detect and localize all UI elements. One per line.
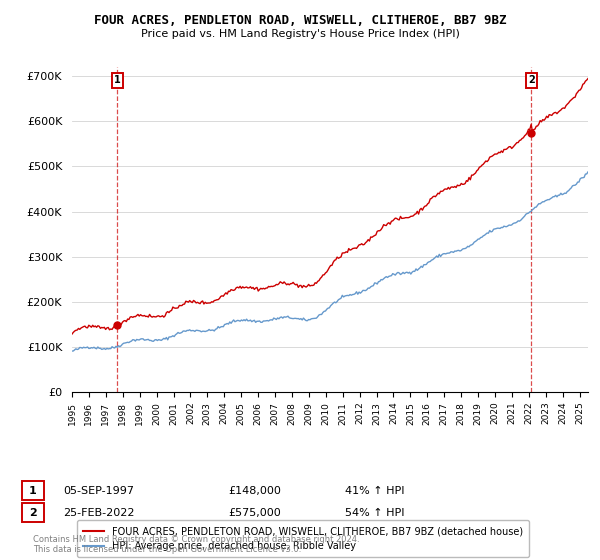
Text: 05-SEP-1997: 05-SEP-1997 — [63, 486, 134, 496]
Text: £148,000: £148,000 — [228, 486, 281, 496]
Text: £575,000: £575,000 — [228, 508, 281, 518]
Legend: FOUR ACRES, PENDLETON ROAD, WISWELL, CLITHEROE, BB7 9BZ (detached house), HPI: A: FOUR ACRES, PENDLETON ROAD, WISWELL, CLI… — [77, 520, 529, 557]
Text: 54% ↑ HPI: 54% ↑ HPI — [345, 508, 404, 518]
Text: 2: 2 — [29, 508, 37, 518]
Text: 1: 1 — [114, 76, 121, 85]
Text: 25-FEB-2022: 25-FEB-2022 — [63, 508, 134, 518]
Text: FOUR ACRES, PENDLETON ROAD, WISWELL, CLITHEROE, BB7 9BZ: FOUR ACRES, PENDLETON ROAD, WISWELL, CLI… — [94, 14, 506, 27]
Text: Price paid vs. HM Land Registry's House Price Index (HPI): Price paid vs. HM Land Registry's House … — [140, 29, 460, 39]
Text: 2: 2 — [528, 76, 535, 85]
Text: Contains HM Land Registry data © Crown copyright and database right 2024.
This d: Contains HM Land Registry data © Crown c… — [33, 535, 359, 554]
Text: 41% ↑ HPI: 41% ↑ HPI — [345, 486, 404, 496]
Text: 1: 1 — [29, 486, 37, 496]
